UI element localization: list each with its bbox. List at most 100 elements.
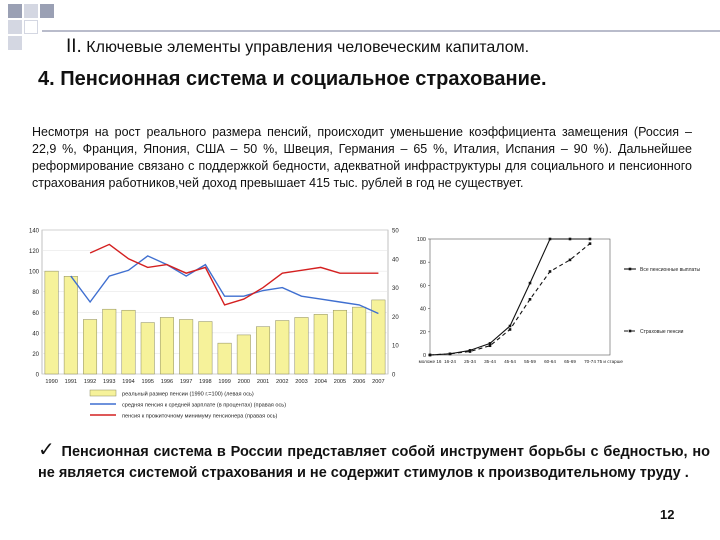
x-tick-label: 2005 [334, 379, 346, 385]
x-tick-label: 60-64 [544, 359, 556, 364]
data-point [448, 352, 452, 356]
deco-square [24, 20, 38, 34]
x-tick-label: 1994 [122, 379, 134, 385]
data-point [528, 298, 532, 301]
bar [275, 320, 290, 375]
legend-swatch [89, 389, 117, 397]
left-tick-label: 140 [29, 229, 40, 235]
bar [121, 309, 136, 375]
bar [371, 299, 386, 375]
section-subtitle-text: Ключевые элементы управления человечески… [86, 39, 530, 56]
x-tick-label: 2000 [238, 379, 250, 385]
bar [83, 319, 98, 375]
legend-swatch [628, 329, 632, 333]
page-number: 12 [660, 507, 675, 522]
x-tick-label: 1996 [161, 379, 173, 385]
x-tick-label: 1999 [218, 379, 230, 385]
left-tick-label: 120 [29, 249, 40, 255]
bar [63, 276, 78, 375]
y-tick-label: 60 [420, 283, 426, 289]
x-tick-label: 2007 [372, 379, 384, 385]
data-point [588, 237, 592, 241]
legend-swatch [628, 267, 632, 271]
right-tick-label: 20 [392, 315, 399, 321]
x-tick-label: 1995 [141, 379, 153, 385]
deco-square [24, 4, 38, 18]
x-tick-label: 1998 [199, 379, 211, 385]
x-tick-label: 2002 [276, 379, 288, 385]
left-tick-label: 0 [36, 373, 40, 379]
legend-label: Все пенсионные выплаты [640, 267, 700, 273]
y-tick-label: 20 [420, 330, 426, 336]
legend-label: пенсия к прожиточному минимуму пенсионер… [122, 414, 278, 420]
x-tick-label: 1992 [84, 379, 96, 385]
right-tick-label: 0 [392, 373, 396, 379]
bar [332, 309, 347, 375]
x-tick-label: 75 и старше [597, 359, 623, 364]
bar [140, 322, 155, 375]
x-tick-label: 1997 [180, 379, 192, 385]
bar [198, 321, 213, 375]
legend-label: реальный размер пенсии (1990 г.=100) (ле… [122, 391, 254, 398]
bar [102, 308, 117, 375]
series-line-subsistence [89, 243, 379, 306]
bar [44, 270, 59, 375]
series-line-replacement [70, 255, 379, 315]
x-tick-label: 1990 [45, 379, 57, 385]
x-tick-label: 16-24 [444, 359, 456, 364]
right-tick-label: 10 [392, 344, 399, 350]
right-tick-label: 50 [392, 229, 399, 235]
x-tick-label: 1991 [65, 379, 77, 385]
section-number: II. [66, 36, 82, 57]
legend-label: Страховые пенсии [640, 329, 684, 335]
data-point [588, 242, 592, 245]
x-tick-label: 2004 [314, 379, 326, 385]
left-tick-label: 60 [32, 311, 39, 317]
checkmark-icon: ✓ [38, 439, 56, 461]
page-title: 4. Пенсионная система и социальное страх… [38, 68, 547, 90]
deco-square [8, 36, 22, 50]
series-line-insurance [429, 243, 591, 356]
x-tick-label: 2003 [295, 379, 307, 385]
deco-square [8, 20, 22, 34]
x-tick-label: 45-54 [504, 359, 516, 364]
data-point [548, 237, 552, 241]
right-tick-label: 30 [392, 286, 399, 292]
data-point [508, 324, 512, 328]
data-point [428, 353, 432, 357]
y-tick-label: 40 [420, 307, 426, 313]
right-tick-label: 40 [392, 257, 399, 263]
plot-frame [429, 238, 611, 356]
bar [217, 342, 232, 375]
conclusion-bullet: ✓ Пенсионная система в России представляе… [38, 440, 710, 484]
data-point [488, 342, 492, 345]
x-tick-label: 65-69 [564, 359, 576, 364]
x-tick-label: 25-34 [464, 359, 476, 364]
bar [313, 314, 328, 375]
deco-square [8, 4, 22, 18]
left-tick-label: 40 [32, 331, 39, 337]
x-tick-label: 2001 [257, 379, 269, 385]
data-point [508, 328, 512, 331]
x-tick-label: 70-74 [584, 359, 596, 364]
deco-square [40, 4, 54, 18]
bar [256, 326, 271, 375]
data-point [568, 258, 572, 262]
bar [294, 317, 309, 375]
y-tick-label: 0 [423, 353, 426, 359]
y-tick-label: 100 [417, 237, 426, 243]
data-point [468, 350, 472, 353]
data-point [568, 237, 572, 241]
series-line-all-payments [429, 238, 590, 356]
title-divider [42, 30, 720, 32]
bar [236, 334, 251, 375]
left-tick-label: 100 [29, 270, 40, 276]
bar [159, 317, 174, 375]
bar [352, 306, 367, 375]
left-tick-label: 80 [32, 290, 39, 296]
left-tick-label: 20 [32, 352, 39, 358]
section-subtitle: II. Ключевые элементы управления человеч… [66, 36, 529, 58]
legend-label: средняя пенсия к средней зарплате (в про… [122, 402, 286, 409]
